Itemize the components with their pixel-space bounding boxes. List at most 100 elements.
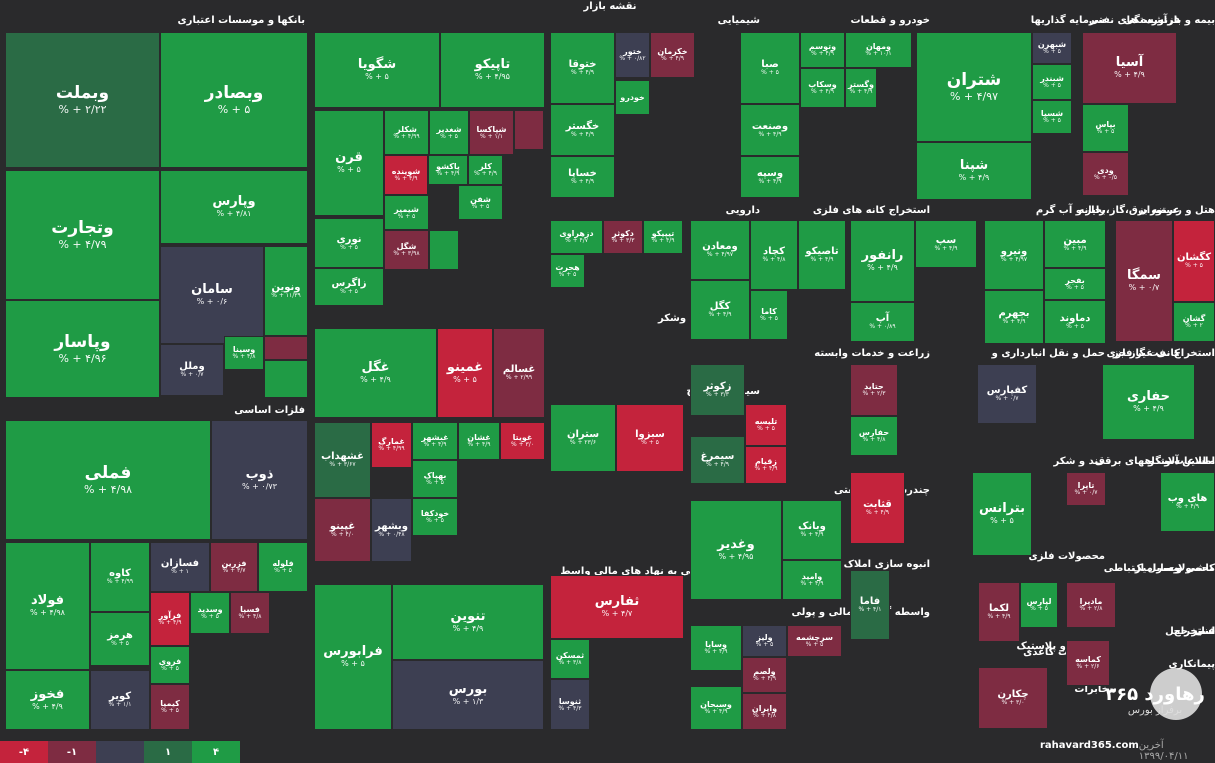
stock-tile[interactable]: وپارس% + ۴/۸۱	[160, 170, 308, 244]
stock-tile[interactable]: ونوین% + ۱۱/۳۹	[264, 246, 308, 336]
stock-tile[interactable]: غبشهر% + ۴/۹	[412, 422, 458, 460]
stock-tile[interactable]: کگل% + ۴/۹	[690, 280, 750, 340]
stock-tile[interactable]	[514, 110, 544, 150]
stock-tile[interactable]: وسدید% + ۵	[190, 592, 230, 634]
stock-tile[interactable]: شوینده% + ۴/۹	[384, 155, 428, 195]
stock-tile[interactable]: ونیرو% + ۴/۹۷	[984, 220, 1044, 290]
stock-tile[interactable]: صبا% + ۵	[740, 32, 800, 104]
stock-tile[interactable]: غگل% + ۴/۹	[314, 328, 437, 418]
stock-tile[interactable]: ثمسکن% + ۳/۸	[550, 639, 590, 679]
stock-tile[interactable]: شگل% + ۳/۹۸	[384, 230, 429, 270]
stock-tile[interactable]: قثابت% + ۴/۹	[850, 472, 905, 544]
stock-tile[interactable]: کاوه% + ۴/۹۹	[90, 542, 150, 612]
stock-tile[interactable]: شغدیر% + ۵	[429, 110, 469, 155]
stock-tile[interactable]: غسالم% + ۲/۹۹	[493, 328, 545, 418]
stock-tile[interactable]: شسپا% + ۵	[1032, 100, 1072, 134]
stock-tile[interactable]: وپاسار% + ۴/۹۶	[5, 300, 160, 398]
stock-tile[interactable]: شگویا% + ۵	[314, 32, 440, 108]
stock-tile[interactable]: خودرو	[615, 80, 650, 115]
stock-tile[interactable]: لپارس% + ۵	[1020, 582, 1058, 628]
stock-tile[interactable]: سمگا% + ۰/۷	[1115, 220, 1173, 342]
stock-tile[interactable]: خگستر% + ۴/۹	[550, 104, 615, 156]
stock-tile[interactable]: وسکاب% + ۴/۹	[800, 68, 845, 108]
stock-tile[interactable]: فرابورس% + ۵	[314, 584, 392, 730]
stock-tile[interactable]: غمارگ% + ۴/۹۹	[371, 422, 412, 468]
stock-tile[interactable]: غشان% + ۴/۹	[458, 422, 500, 460]
stock-tile[interactable]: مادیرا% + ۲/۸	[1066, 582, 1116, 628]
stock-tile[interactable]: چکارن% + ۳/۰	[978, 667, 1048, 729]
stock-tile[interactable]: تاپرا% + ۰/۷	[1066, 472, 1106, 506]
stock-tile[interactable]: دزهراوی% + ۴/۷	[550, 220, 603, 254]
stock-tile[interactable]: لکما% + ۴/۹	[978, 582, 1020, 642]
stock-tile[interactable]: زکوثر% + ۳/۳	[690, 364, 745, 416]
stock-tile[interactable]: وایران% + ۴/۸	[742, 693, 787, 730]
stock-tile[interactable]: شیمیر% + ۵	[384, 195, 429, 230]
stock-tile[interactable]: غویتا% + ۳/۰	[500, 422, 545, 460]
stock-tile[interactable]: تیپیکو% + ۴/۹	[643, 220, 683, 254]
stock-tile[interactable]: بفجر% + ۵	[1044, 268, 1106, 300]
stock-tile[interactable]: ختور% + ۰/۸۲	[615, 32, 650, 78]
stock-tile[interactable]: مبین% + ۴/۹	[1044, 220, 1106, 268]
stock-tile[interactable]: شپنا% + ۴/۹	[916, 142, 1032, 200]
stock-tile[interactable]: بترانس% + ۵	[972, 472, 1032, 556]
stock-tile[interactable]: فزرین% + ۳/۷	[210, 542, 258, 592]
stock-tile[interactable]: حتاید% + ۲/۳	[850, 364, 898, 416]
stock-tile[interactable]: فروی% + ۵	[150, 646, 190, 684]
stock-tile[interactable]: وبانک% + ۴/۹	[782, 500, 842, 560]
stock-tile[interactable]: بورس% + ۱/۳	[392, 660, 544, 730]
stock-tile[interactable]: هرمز% + ۵	[90, 612, 150, 666]
stock-tile[interactable]: غپینو% + ۴/۰	[314, 498, 371, 562]
stock-tile[interactable]: وتوسم% + ۴/۹	[800, 32, 845, 68]
stock-tile[interactable]: زقیام% + ۴/۹	[745, 446, 787, 484]
stock-tile[interactable]: پاکشو% + ۴/۹	[428, 155, 468, 185]
stock-tile[interactable]	[264, 336, 308, 360]
stock-tile[interactable]: ولصم% + ۴/۹	[742, 657, 787, 693]
stock-tile[interactable]: فلوله% + ۵	[258, 542, 308, 592]
stock-tile[interactable]: فملی% + ۴/۹۸	[5, 420, 211, 540]
stock-tile[interactable]: وغدیر% + ۴/۹۵	[690, 500, 782, 600]
stock-tile[interactable]: شبندر% + ۵	[1032, 64, 1072, 100]
stock-tile[interactable]: دکوثر% + ۳/۳	[603, 220, 643, 254]
stock-tile[interactable]: وبصادر% + ۵	[160, 32, 308, 168]
stock-tile[interactable]: حفاری% + ۴/۹	[1102, 364, 1195, 440]
stock-tile[interactable]: شتران% + ۴/۹۷	[916, 32, 1032, 142]
stock-tile[interactable]: وملل% + ۰/۷	[160, 344, 224, 396]
stock-tile[interactable]: آپ% + ۰/۸۹	[850, 302, 915, 342]
stock-tile[interactable]: خودکفا% + ۵	[412, 498, 458, 536]
stock-tile[interactable]: تلیسه% + ۵	[745, 404, 787, 446]
stock-tile[interactable]: ذوب% + ۰/۷۳	[211, 420, 308, 540]
stock-tile[interactable]: نوری% + ۵	[314, 218, 384, 268]
stock-tile[interactable]: فولاد% + ۴/۹۸	[5, 542, 90, 670]
stock-tile[interactable]: کماسه% + ۲/۶	[1066, 640, 1110, 686]
stock-tile[interactable]: بهپاک% + ۵	[412, 460, 458, 498]
site-link[interactable]: rahavard365.com	[1040, 740, 1139, 751]
stock-tile[interactable]: آسیا% + ۴/۹	[1082, 32, 1177, 104]
stock-tile[interactable]: وبملت% + ۲/۲۲	[5, 32, 160, 168]
stock-tile[interactable]: هجرت% + ۵	[550, 254, 585, 288]
stock-tile[interactable]: کاما% + ۵	[750, 290, 788, 340]
stock-tile[interactable]: قرن% + ۵	[314, 110, 384, 216]
stock-tile[interactable]: سیمرغ% + ۴/۹	[690, 436, 745, 484]
stock-tile[interactable]: شپاکسا% + ۱/۱	[469, 110, 514, 155]
stock-tile[interactable]: سرچشمه% + ۵	[787, 625, 842, 657]
stock-tile[interactable]: حفارس% + ۴/۸	[850, 416, 898, 456]
stock-tile[interactable]: سپ% + ۴/۹	[915, 220, 977, 268]
stock-tile[interactable]: کگشان% + ۵	[1173, 220, 1215, 302]
stock-tile[interactable]: فخوز% + ۴/۹	[5, 670, 90, 730]
stock-tile[interactable]: ومهان% + ۱۰/۱	[845, 32, 912, 68]
stock-tile[interactable]: زاگرس% + ۵	[314, 268, 384, 306]
stock-tile[interactable]: تاصیکو% + ۴/۹	[798, 220, 846, 290]
stock-tile[interactable]: کفپارس% + ۰/۷	[977, 364, 1037, 424]
stock-tile[interactable]: وسپه% + ۴/۹	[740, 156, 800, 198]
stock-tile[interactable]: کویر% + ۱/۱	[90, 670, 150, 730]
stock-tile[interactable]: ثنوسا% + ۴/۳	[550, 679, 590, 730]
stock-tile[interactable]: خساپا% + ۴/۹	[550, 156, 615, 198]
stock-tile[interactable]: تنوین% + ۴/۹	[392, 584, 544, 660]
stock-tile[interactable]: وبشهر% + ۰/۴۸	[371, 498, 412, 562]
stock-tile[interactable]: فسپا% + ۴/۸	[230, 592, 270, 634]
stock-tile[interactable]: وگستر% + ۴/۹	[845, 68, 877, 108]
stock-tile[interactable]: کچاد% + ۴/۸	[750, 220, 798, 290]
stock-tile[interactable]: وساپا% + ۴/۹	[690, 625, 742, 671]
stock-tile[interactable]: خکرمان% + ۴/۹	[650, 32, 695, 78]
stock-tile[interactable]: غمینو% + ۵	[437, 328, 493, 418]
